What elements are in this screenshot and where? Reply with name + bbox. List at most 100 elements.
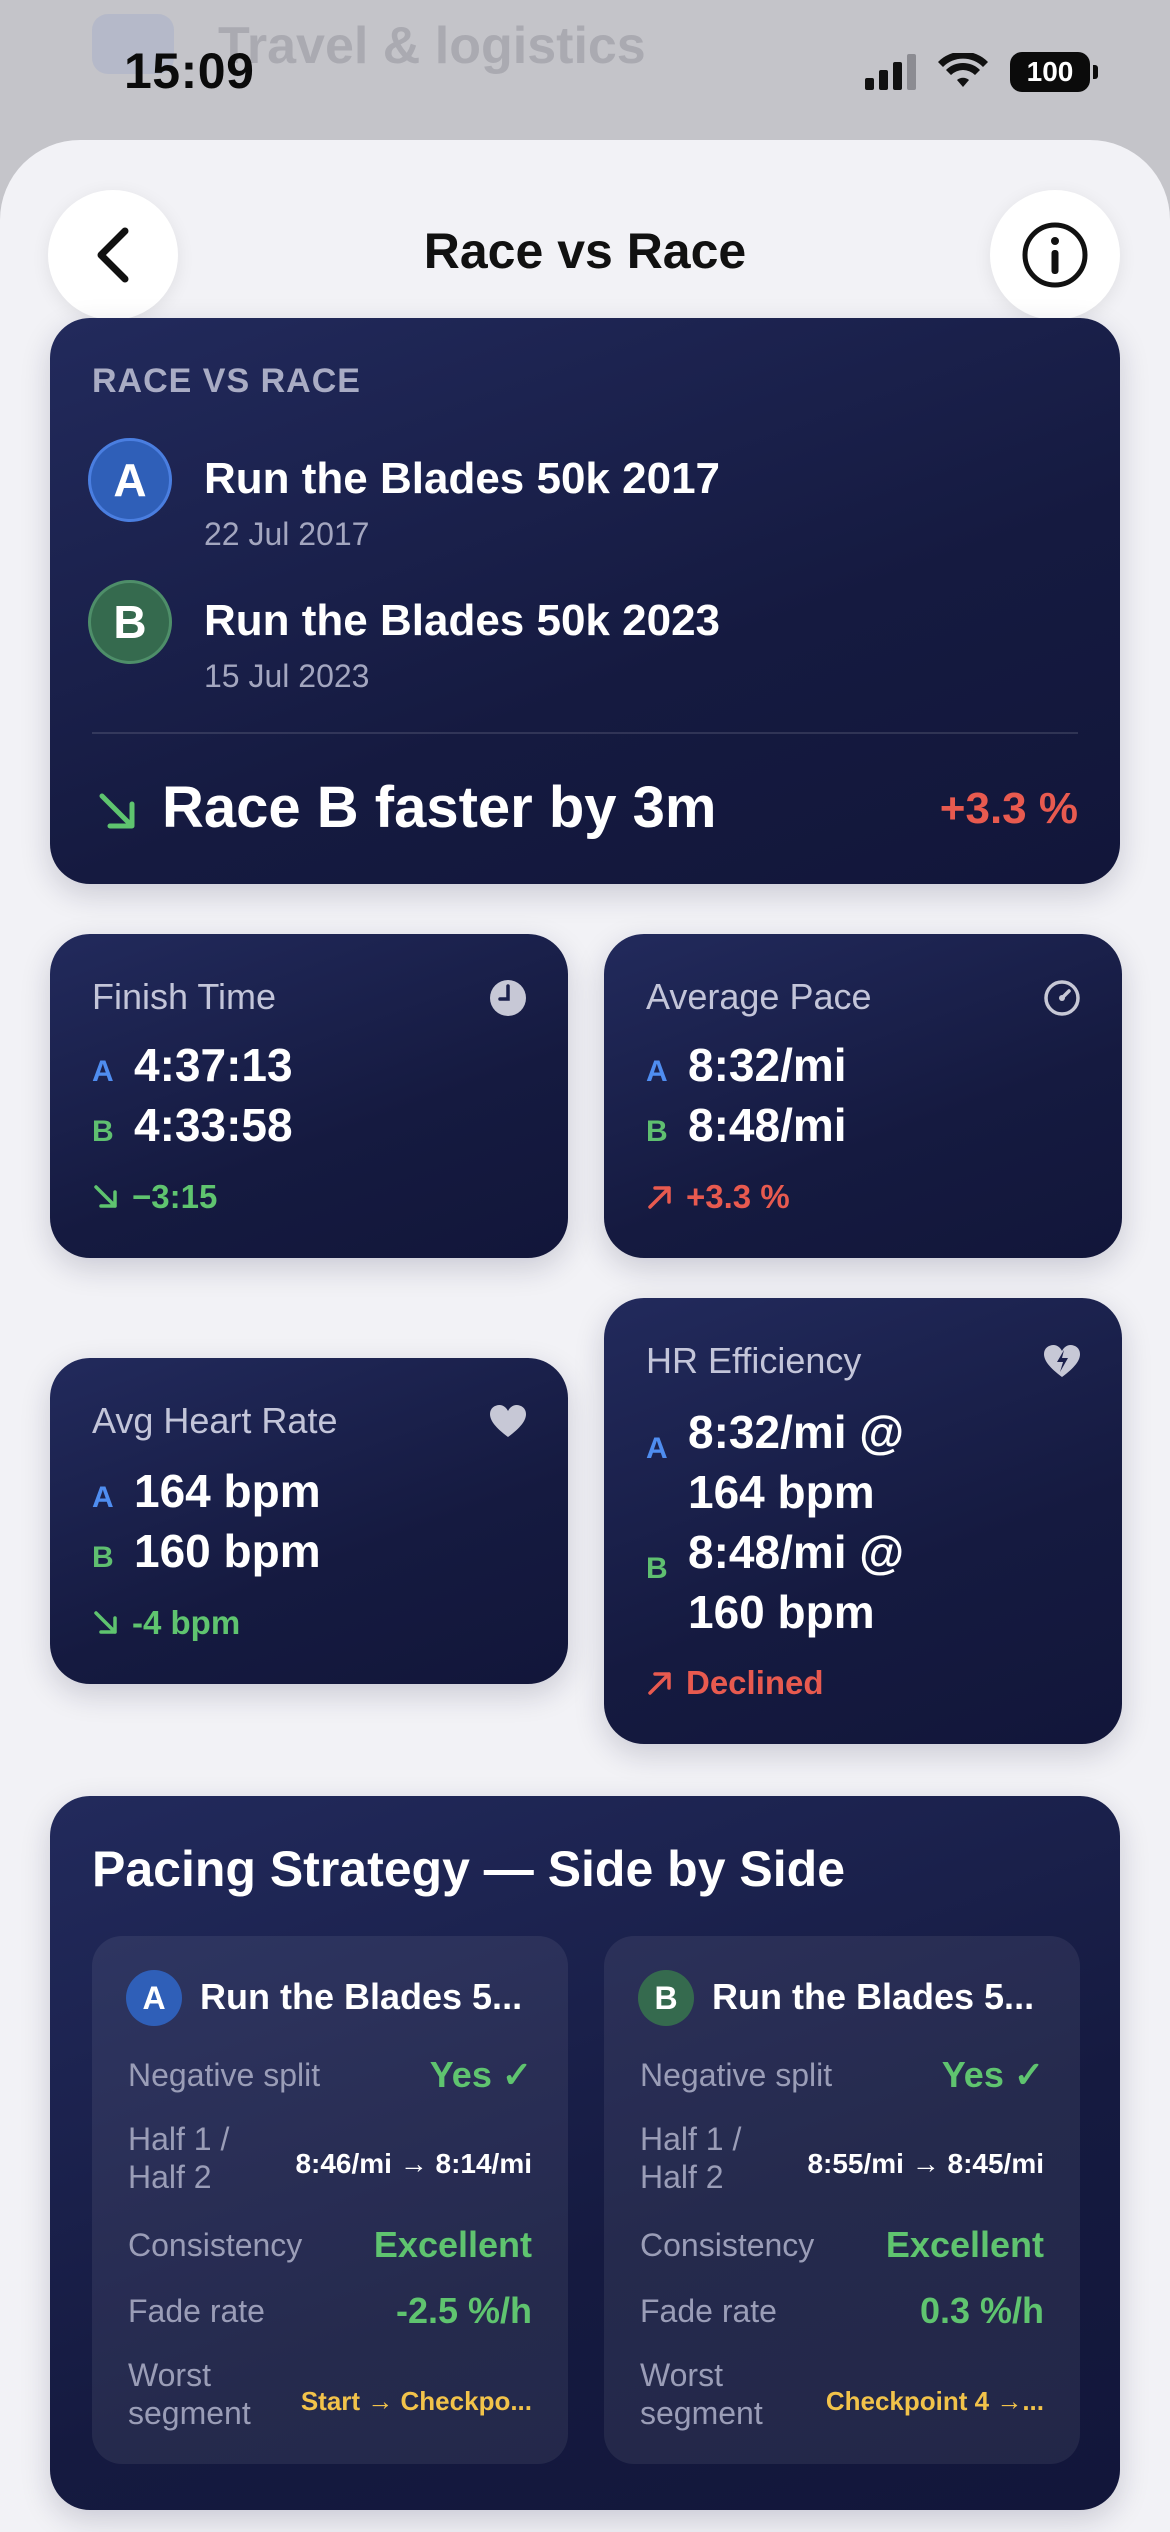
wifi-icon (938, 53, 988, 87)
worst-segment-label-line2: segment (128, 2395, 251, 2431)
label-b: B (646, 1552, 668, 1585)
heart-bolt-icon (1044, 1345, 1080, 1377)
hr-efficiency-b: 8:48/mi @ 160 bpm (688, 1522, 904, 1642)
pacing-race-a-name: Run the Blades 5... (200, 1976, 523, 2017)
average-pace-title: Average Pace (646, 976, 872, 1017)
hr-efficiency-a: 8:32/mi @ 164 bpm (688, 1402, 904, 1522)
race-comparison-header-card: RACE VS RACE A Run the Blades 50k 2017 2… (50, 318, 1120, 884)
label-b: B (92, 1115, 114, 1148)
halves-label: Half 1 / Half 2 (128, 2120, 229, 2196)
pacing-strategy-card: Pacing Strategy — Side by Side A Run the… (50, 1796, 1120, 2510)
halves-value: 8:55/mi → 8:45/mi (807, 2148, 1044, 2179)
battery-icon: 100 (1010, 52, 1098, 92)
clock-icon (490, 980, 526, 1016)
arrow-down-right-icon (94, 1611, 117, 1634)
hr-efficiency-delta-value: Declined (686, 1664, 824, 1701)
hr-efficiency-b-line1: 8:48/mi @ (688, 1526, 905, 1578)
label-b: B (92, 1541, 114, 1574)
worst-segment-label-line2: segment (640, 2395, 763, 2431)
pacing-race-b-name: Run the Blades 5... (712, 1976, 1035, 2017)
label-a: A (92, 1481, 114, 1514)
finish-time-title: Finish Time (92, 976, 277, 1017)
average-pace-card[interactable]: Average Pace A 8:32/mi B 8:48/mi +3.3 % (604, 934, 1122, 1258)
gauge-icon (1044, 980, 1080, 1016)
status-time: 15:09 (124, 43, 255, 99)
arrow-down-right-icon (99, 793, 135, 829)
race-b-badge: B (88, 580, 172, 664)
hero-label: RACE VS RACE (92, 362, 361, 400)
consistency-value: Excellent (885, 2224, 1044, 2265)
halves-value: 8:46/mi → 8:14/mi (295, 2148, 532, 2179)
fade-rate-value: 0.3 %/h (919, 2290, 1044, 2331)
label-b: B (646, 1115, 668, 1148)
avg-heart-rate-title: Avg Heart Rate (92, 1400, 338, 1441)
info-button[interactable] (990, 190, 1120, 320)
race-a-badge: A (88, 438, 172, 522)
pacing-race-a[interactable]: A Run the Blades 5... Negative split Yes… (92, 1936, 568, 2464)
race-a-name: Run the Blades 50k 2017 (204, 454, 721, 503)
race-b-name: Run the Blades 50k 2023 (204, 596, 721, 645)
arrow-up-right-icon (648, 1186, 671, 1209)
halves-label: Half 1 / Half 2 (640, 2120, 741, 2196)
back-button[interactable] (48, 190, 178, 320)
pacing-race-b[interactable]: B Run the Blades 5... Negative split Yes… (604, 1936, 1080, 2464)
average-pace-b: 8:48/mi (688, 1099, 847, 1151)
label-a: A (92, 1055, 114, 1088)
pacing-title: Pacing Strategy — Side by Side (92, 1841, 846, 1897)
finish-time-delta: −3:15 (92, 1178, 217, 1216)
finish-time-a: 4:37:13 (134, 1039, 293, 1091)
page-title: Race vs Race (423, 223, 747, 279)
fade-rate-value: -2.5 %/h (395, 2290, 532, 2331)
fade-rate-label: Fade rate (640, 2293, 777, 2329)
hr-efficiency-a-line1: 8:32/mi @ (688, 1406, 905, 1458)
worst-segment-label: Worst segment (640, 2356, 763, 2432)
worst-segment-value: Start → Checkpo... (300, 2386, 532, 2416)
worst-segment-label-line1: Worst (640, 2357, 723, 2393)
finish-time-card[interactable]: Finish Time A 4:37:13 B 4:33:58 −3:15 (50, 934, 568, 1258)
comparison-percent: +3.3 % (939, 784, 1078, 833)
average-pace-delta-value: +3.3 % (686, 1178, 790, 1215)
consistency-label: Consistency (128, 2227, 303, 2263)
race-a-badge: A (126, 1970, 182, 2026)
halves-label-line2: Half 2 (128, 2159, 212, 2195)
arrow-down-right-icon (94, 1185, 117, 1208)
cellular-signal-icon (865, 54, 916, 90)
avg-heart-rate-b: 160 bpm (134, 1525, 321, 1577)
race-b-badge: B (638, 1970, 694, 2026)
fade-rate-label: Fade rate (128, 2293, 265, 2329)
hr-efficiency-b-line2: 160 bpm (688, 1586, 875, 1638)
finish-time-delta-value: −3:15 (132, 1178, 218, 1215)
negative-split-value: Yes ✓ (941, 2054, 1044, 2095)
background-app-title: Travel & logistics (218, 17, 646, 75)
consistency-value: Excellent (373, 2224, 532, 2265)
race-b-date: 15 Jul 2023 (204, 658, 370, 694)
halves-label-line1: Half 1 / (128, 2121, 230, 2157)
avg-heart-rate-card[interactable]: Avg Heart Rate A 164 bpm B 160 bpm -4 bpm (50, 1358, 568, 1684)
halves-label-line2: Half 2 (640, 2159, 724, 2195)
hr-efficiency-title: HR Efficiency (646, 1340, 862, 1381)
status-icons: 100 (865, 52, 1098, 92)
consistency-label: Consistency (640, 2227, 815, 2263)
worst-segment-label: Worst segment (128, 2356, 251, 2432)
negative-split-value: Yes ✓ (429, 2054, 532, 2095)
hr-efficiency-delta: Declined (646, 1664, 824, 1702)
hr-efficiency-a-line2: 164 bpm (688, 1466, 875, 1518)
negative-split-label: Negative split (640, 2057, 833, 2093)
divider (92, 732, 1078, 734)
comparison-summary: Race B faster by 3m (162, 775, 717, 840)
heart-icon (490, 1405, 526, 1437)
halves-label-line1: Half 1 / (640, 2121, 742, 2157)
info-icon (1022, 222, 1088, 288)
background-app: Travel & logistics (0, 0, 1170, 160)
label-a: A (646, 1055, 668, 1088)
average-pace-a: 8:32/mi (688, 1039, 847, 1091)
avg-heart-rate-a: 164 bpm (134, 1465, 321, 1517)
finish-time-b: 4:33:58 (134, 1099, 293, 1151)
arrow-up-right-icon (648, 1672, 671, 1695)
race-a-date: 22 Jul 2017 (204, 516, 370, 552)
worst-segment-value: Checkpoint 4 →... (825, 2386, 1044, 2416)
hr-efficiency-card[interactable]: HR Efficiency A 8:32/mi @ 164 bpm B 8:48… (604, 1298, 1122, 1744)
average-pace-delta: +3.3 % (646, 1178, 790, 1216)
avg-heart-rate-delta: -4 bpm (92, 1604, 240, 1642)
negative-split-label: Negative split (128, 2057, 321, 2093)
